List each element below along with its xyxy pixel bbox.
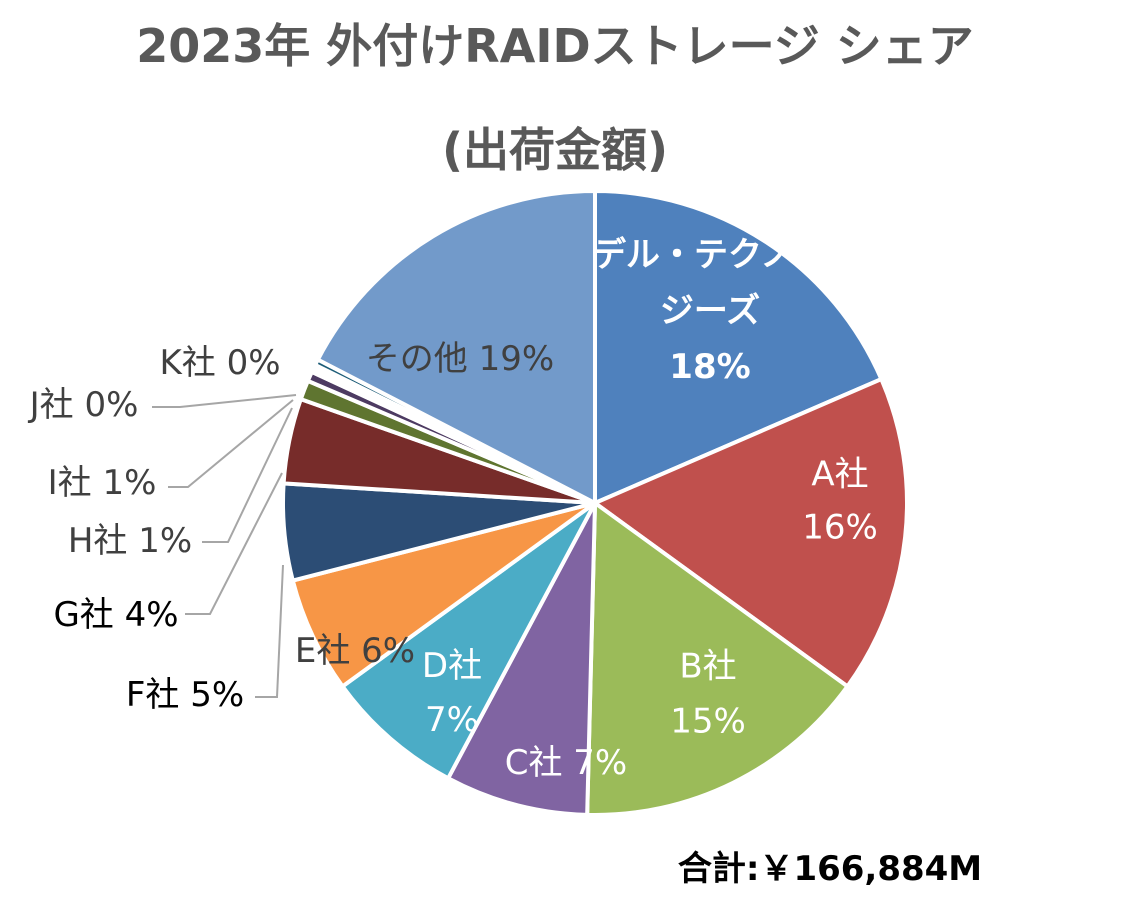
slice-label-11: J社 0%	[28, 385, 139, 425]
slice-label-line: 7%	[425, 700, 479, 740]
slice-label-line: ジーズ	[660, 291, 760, 331]
slice-label-line: 15%	[670, 701, 746, 741]
slice-label-2: A社 16%	[802, 454, 878, 547]
slice-label-line: J社 0%	[28, 385, 139, 425]
slice-label-line: 16%	[802, 507, 878, 547]
chart-title-line1: 2023年 外付けRAIDストレージ シェア	[136, 19, 973, 73]
slice-label-13: その他 19%	[366, 339, 554, 379]
slice-label-line: F社 5%	[126, 675, 244, 715]
leader-line-9	[202, 407, 293, 543]
slice-label-line: B社	[679, 646, 736, 686]
slice-label-8: G社 4%	[53, 595, 178, 635]
slice-label-line: G社 4%	[53, 595, 178, 635]
slice-label-line: E社 6%	[295, 631, 415, 671]
chart-title-line2: (出荷金額)	[442, 123, 668, 177]
pie-slice-4	[446, 501, 597, 817]
slice-label-10: I社 1%	[48, 463, 157, 503]
slice-label-line: その他 19%	[366, 339, 554, 379]
leader-lines	[152, 394, 297, 698]
leader-line-7	[255, 564, 284, 698]
slice-label-line: 18%	[669, 347, 750, 387]
slice-label-1: デル・テクノロジーズ 18%	[592, 235, 828, 387]
slice-labels: デル・テクノロジーズ 18% A社 16% B社 15% C社 7% D社 7%E社 6% F社 …	[28, 235, 878, 783]
slice-label-9: H社 1%	[68, 521, 192, 561]
slice-label-12: K社 0%	[159, 343, 280, 383]
pie-slice-5	[340, 501, 597, 781]
pie-slice-13	[315, 189, 597, 505]
slice-label-line: D社	[422, 646, 482, 686]
pie-slice-2	[593, 377, 909, 689]
slice-label-7: F社 5%	[126, 675, 244, 715]
pie-slice-1	[593, 189, 884, 505]
slice-label-5: D社 7%	[422, 646, 482, 740]
chart-total-label: 合計:￥166,884M	[678, 849, 982, 889]
slice-label-line: C社 7%	[505, 743, 628, 783]
slice-label-line: I社 1%	[48, 463, 157, 503]
slice-label-4: C社 7%	[505, 743, 628, 783]
slice-label-line: デル・テクノロ	[592, 235, 828, 275]
slice-label-6: E社 6%	[295, 631, 415, 671]
pie-slice-3	[585, 501, 850, 817]
leader-line-11	[152, 394, 297, 408]
slice-label-line: H社 1%	[68, 521, 192, 561]
leader-line-10	[168, 399, 294, 488]
slice-label-3: B社 15%	[670, 646, 746, 741]
slice-label-line: A社	[811, 454, 868, 494]
slice-label-line: K社 0%	[159, 343, 280, 383]
pie-slices	[281, 189, 909, 817]
leader-line-8	[185, 472, 283, 615]
